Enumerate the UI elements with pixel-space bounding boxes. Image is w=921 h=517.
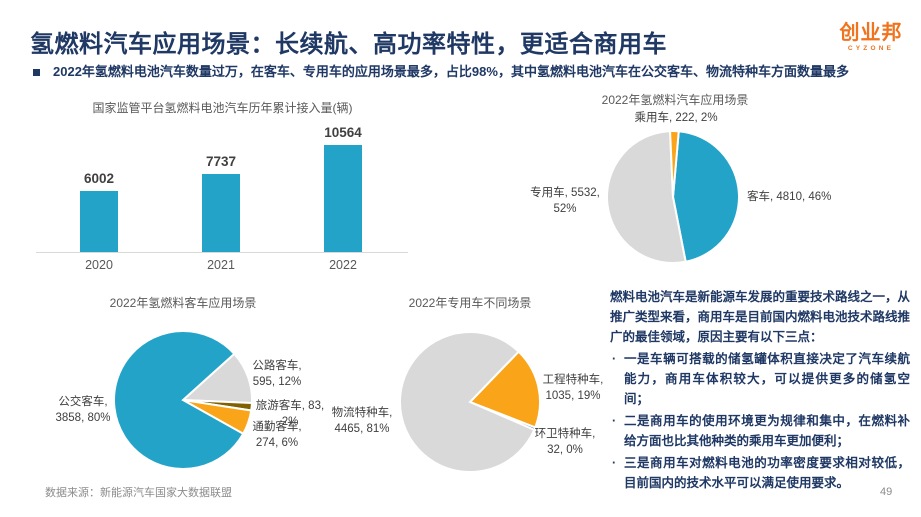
pie1-title: 2022年氢燃料汽车应用场景 xyxy=(601,93,749,107)
bar-category-label: 2022 xyxy=(329,258,357,272)
dot-bullet-icon: · xyxy=(612,456,617,470)
cyzone-logo: 创业邦 CYZONE xyxy=(835,22,907,52)
pie2-label-tour-bus: 旅游客车, 83, 2% xyxy=(255,400,325,428)
pie1-label-special-vehicle: 专用车, 5532, 52% xyxy=(530,187,600,215)
bar-value-label: 6002 xyxy=(83,171,115,186)
commentary-bullet-3: · 三是商用车对燃料电池的功率密度要求相对较低，目前国内的技术水平可以满足使用要… xyxy=(610,453,910,493)
pie2-label-transit-bus: 公交客车, 3858, 80% xyxy=(55,396,111,424)
dot-bullet-icon: · xyxy=(612,414,617,428)
pie2-label-highway-bus: 公路客车, 595, 12% xyxy=(252,360,302,388)
logo-wordmark: 创业邦 xyxy=(839,22,903,44)
data-source-note: 数据来源：新能源汽车国家大数据联盟 xyxy=(45,487,232,499)
square-bullet-icon xyxy=(33,69,40,76)
pie2-title: 2022年氢燃料客车应用场景 xyxy=(109,296,257,310)
pie-slice-公交客车 xyxy=(113,330,245,470)
commentary-intro: 燃料电池汽车是新能源车发展的重要技术路线之一，从推广类型来看，商用车是目前国内燃… xyxy=(610,290,911,344)
bar-2022 xyxy=(324,145,362,252)
pie1-label-bus: 客车, 4810, 46% xyxy=(747,191,832,203)
pie3-label-logistics-vehicle: 物流特种车, 4465, 81% xyxy=(331,407,393,435)
pie2-chart xyxy=(113,330,253,470)
page-title: 氢燃料汽车应用场景：长续航、高功率特性，更适合商用车 xyxy=(30,31,667,58)
commentary-block: 燃料电池汽车是新能源车发展的重要技术路线之一，从推广类型来看，商用车是目前国内燃… xyxy=(610,287,910,493)
pie3-label-sanitation-vehicle: 环卫特种车, 32, 0% xyxy=(534,428,596,456)
bar-2020 xyxy=(80,191,118,252)
key-point: 2022年氢燃料电池汽车数量过万，在客车、专用车的应用场景最多，占比98%，其中… xyxy=(33,64,903,81)
bar-value-label: 10564 xyxy=(324,125,362,140)
bar-2021 xyxy=(202,174,240,252)
pie-slice-客车 xyxy=(671,130,740,263)
bar-value-label: 7737 xyxy=(205,154,237,169)
key-point-text: 2022年氢燃料电池汽车数量过万，在客车、专用车的应用场景最多，占比98%，其中… xyxy=(53,64,849,79)
bar-category-label: 2021 xyxy=(207,258,235,272)
pie1-label-passenger-car: 乘用车, 222, 2% xyxy=(634,112,718,124)
dot-bullet-icon: · xyxy=(612,352,617,366)
pie-slice-乘用车 xyxy=(669,130,680,198)
pie3-label-engineering-vehicle: 工程特种车, 1035, 19% xyxy=(542,374,604,402)
bar-chart: 6002 2020 7737 2021 10564 2022 xyxy=(38,122,404,272)
logo-subtext: CYZONE xyxy=(847,45,895,52)
pie3-chart xyxy=(399,331,541,473)
pie3-title: 2022年专用车不同场景 xyxy=(408,296,532,310)
commentary-bullet-2: · 二是商用车的使用环境更为规律和集中，在燃料补给方面也比其他种类的乘用车更加便… xyxy=(610,411,910,451)
bar-chart-x-axis xyxy=(36,252,408,253)
pie2-label-commuter-bus: 通勤客车, 274, 6% xyxy=(252,421,302,449)
commentary-bullet-1: · 一是车辆可搭载的储氢罐体积直接决定了汽车续航能力，商用车体积较大，可以提供更… xyxy=(610,349,910,409)
commentary-bullet-1-text: 一是车辆可搭载的储氢罐体积直接决定了汽车续航能力，商用车体积较大，可以提供更多的… xyxy=(624,352,910,406)
commentary-bullet-2-text: 二是商用车的使用环境更为规律和集中，在燃料补给方面也比其他种类的乘用车更加便利； xyxy=(624,414,910,448)
bar-category-label: 2020 xyxy=(85,258,113,272)
commentary-bullet-3-text: 三是商用车对燃料电池的功率密度要求相对较低，目前国内的技术水平可以满足使用要求。 xyxy=(624,456,910,490)
pie-slice-专用车 xyxy=(606,130,687,264)
page-number: 49 xyxy=(880,486,893,498)
pie-slice-物流特种车 xyxy=(399,331,536,473)
bar-chart-title: 国家监管平台氢燃料电池汽车历年累计接入量(辆) xyxy=(92,101,353,115)
pie1-chart xyxy=(606,130,740,264)
